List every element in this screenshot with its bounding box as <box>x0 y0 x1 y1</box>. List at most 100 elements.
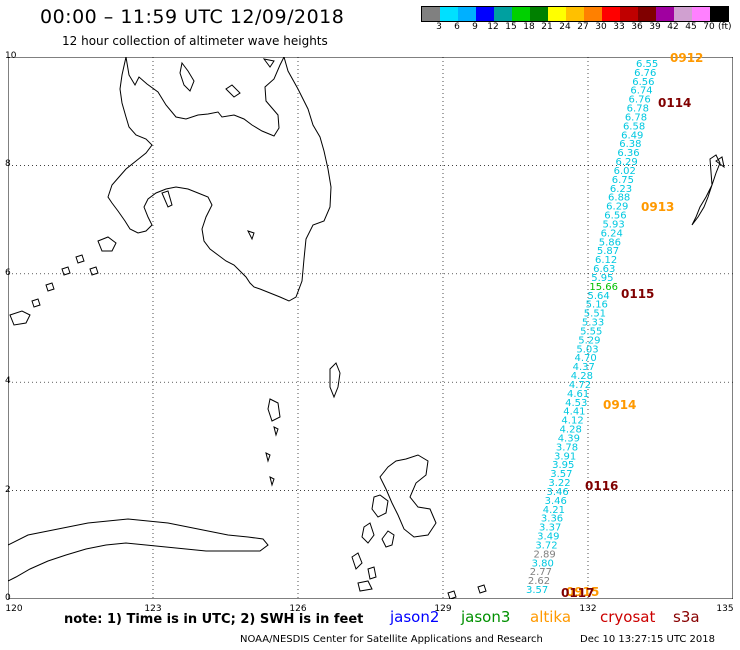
swh-value: 5.33 <box>582 318 604 329</box>
colorbar-swatch <box>620 7 638 21</box>
latitude-tick-label: 4 <box>5 376 11 387</box>
swh-value: 6.36 <box>617 148 639 159</box>
legend-item-cryosat: cryosat <box>600 608 656 626</box>
longitude-tick-label: 126 <box>289 604 307 614</box>
swh-value: 6.56 <box>632 77 654 88</box>
swh-value: 3.46 <box>545 496 567 507</box>
colorbar-swatch <box>692 7 710 21</box>
altimeter-swath: 6.556.766.566.746.766.786.786.586.496.38… <box>526 59 658 596</box>
colorbar-swatch <box>548 7 566 21</box>
legend-item-jason3: jason3 <box>461 608 511 626</box>
swh-value: 6.75 <box>612 175 634 186</box>
swh-value: 6.76 <box>629 95 651 106</box>
swh-value: 3.57 <box>550 469 572 480</box>
swh-value: 4.12 <box>561 416 583 427</box>
swh-value: 6.78 <box>627 104 649 115</box>
colorbar-tick-label: 70 <box>703 22 715 32</box>
swh-value: 4.28 <box>560 425 582 436</box>
swh-value: 6.55 <box>636 59 658 70</box>
swh-value: 3.78 <box>556 442 578 453</box>
swh-value: 3.46 <box>547 487 569 498</box>
credit-line: NOAA/NESDIS Center for Satellite Applica… <box>240 634 543 645</box>
swh-value: 6.56 <box>604 211 626 222</box>
legend-item-s3a: s3a <box>673 608 700 626</box>
colorbar-swatch <box>440 7 458 21</box>
swh-value: 3.80 <box>532 558 554 569</box>
colorbar-tick-label: 12 <box>487 22 499 32</box>
swh-value: 5.16 <box>586 300 608 311</box>
colorbar-swatch <box>602 7 620 21</box>
swh-value: 5.64 <box>588 291 610 302</box>
colorbar-tick-label: 6 <box>454 22 460 32</box>
altimeter-map: 6.556.766.566.746.766.786.786.586.496.38… <box>8 57 733 599</box>
colorbar-tick-label: 39 <box>649 22 661 32</box>
colorbar-swatch <box>656 7 674 21</box>
swh-value: 5.87 <box>597 246 619 257</box>
pass-label: 0915 <box>566 585 600 599</box>
swh-value: 3.95 <box>552 460 574 471</box>
colorbar-swatch <box>566 7 584 21</box>
swh-value: 4.41 <box>563 407 585 418</box>
colorbar-tick-label: 9 <box>472 22 478 32</box>
swh-value: 6.12 <box>595 255 617 266</box>
chart-title: 00:00 – 11:59 UTC 12/09/2018 <box>40 6 345 28</box>
legend-item-altika: altika <box>530 608 572 626</box>
swh-value: 6.38 <box>619 139 641 150</box>
pass-label: 0114 <box>658 96 692 110</box>
swh-value: 4.37 <box>573 362 595 373</box>
swh-value: 5.95 <box>591 273 613 284</box>
swh-value: 4.61 <box>567 389 589 400</box>
colorbar-swatch <box>512 7 530 21</box>
swh-value: 5.29 <box>578 335 600 346</box>
map-frame <box>8 57 733 599</box>
colorbar-tick-label: 42 <box>667 22 679 32</box>
swh-value: 5.86 <box>599 237 621 248</box>
swh-value: 3.37 <box>539 523 561 534</box>
swh-value: 6.29 <box>606 202 628 213</box>
colorbar-tick-label: 27 <box>577 22 589 32</box>
swh-value: 2.77 <box>530 567 552 578</box>
pass-label: 0914 <box>603 398 637 412</box>
colorbar-tick-label: 30 <box>595 22 607 32</box>
swh-value: 3.22 <box>548 478 570 489</box>
colorbar-swatch <box>530 7 548 21</box>
swh-value: 15.66 <box>589 282 618 293</box>
colorbar-tick-label: 45 <box>685 22 697 32</box>
swh-value: 2.89 <box>533 549 555 560</box>
longitude-tick-label: 135 <box>716 604 734 614</box>
colorbar-tick-label: 18 <box>523 22 535 32</box>
swh-value: 3.49 <box>537 532 559 543</box>
latitude-tick-label: 10 <box>5 51 17 61</box>
swh-value: 6.23 <box>610 184 632 195</box>
colorbar-swatch <box>584 7 602 21</box>
swh-value: 3.57 <box>526 585 548 596</box>
pass-label: 0912 <box>670 51 704 65</box>
pass-label: 0115 <box>621 287 655 301</box>
swh-value: 5.51 <box>584 309 606 320</box>
colorbar-tick-label: 3 <box>436 22 442 32</box>
swh-value: 6.78 <box>625 112 647 123</box>
swh-value: 3.36 <box>541 514 563 525</box>
colorbar-tick-label: 21 <box>541 22 553 32</box>
swh-value: 6.24 <box>601 228 623 239</box>
swh-value: 4.39 <box>558 433 580 444</box>
colorbar-swatch <box>494 7 512 21</box>
swh-value: 4.21 <box>543 505 565 516</box>
longitude-tick-label: 123 <box>144 604 162 614</box>
legend-item-jason2: jason2 <box>390 608 440 626</box>
swh-value: 6.74 <box>630 86 652 97</box>
swh-value: 6.29 <box>615 157 637 168</box>
swh-value: 3.91 <box>554 451 576 462</box>
colorbar-tick-label: 36 <box>631 22 643 32</box>
latitude-tick-label: 0 <box>5 593 11 603</box>
colorbar-swatch <box>710 7 728 21</box>
pass-label: 0913 <box>641 200 675 214</box>
colorbar-swatch <box>674 7 692 21</box>
swh-value: 6.76 <box>634 68 656 79</box>
swh-value: 5.03 <box>576 344 598 355</box>
colorbar-unit: (ft) <box>718 22 732 32</box>
colorbar-tick-label: 24 <box>559 22 571 32</box>
swh-value: 5.55 <box>580 326 602 337</box>
footnote: note: 1) Time is in UTC; 2) SWH is in fe… <box>64 612 364 627</box>
swh-value: 3.72 <box>535 540 557 551</box>
